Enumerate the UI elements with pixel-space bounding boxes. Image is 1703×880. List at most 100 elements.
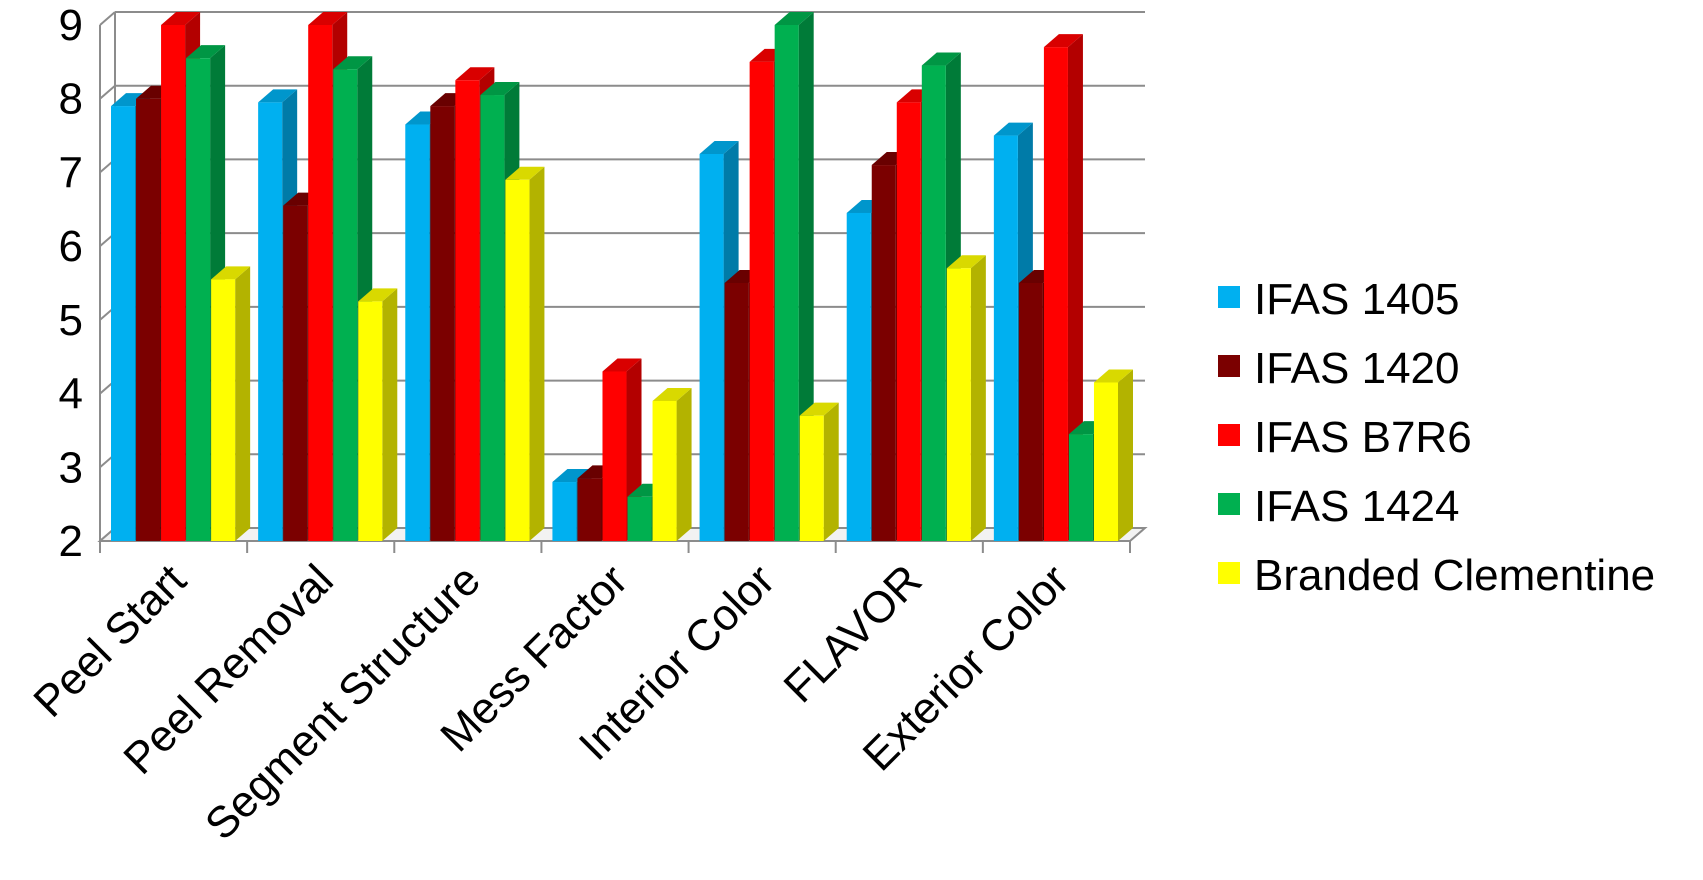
bar-top [505, 166, 545, 180]
bar-side [1067, 34, 1083, 541]
bar-side [676, 387, 692, 541]
bar-top [480, 82, 520, 96]
bar-top [993, 122, 1033, 136]
bar-front [136, 98, 161, 541]
bar-top [455, 67, 495, 81]
y-tick-label: 8 [59, 75, 83, 124]
bar-front [946, 268, 971, 541]
category-label: Segment Structure [196, 555, 490, 849]
bar-top [358, 288, 398, 302]
bar-front [258, 102, 283, 542]
bar-top [774, 12, 814, 25]
bar-top [258, 89, 298, 103]
gridline-side [99, 11, 116, 26]
bar-front [405, 124, 430, 541]
bars [111, 12, 1133, 542]
bar-front [896, 102, 921, 542]
bar-front [749, 61, 774, 541]
bar-top [211, 266, 251, 280]
bar-top [186, 45, 226, 59]
bar [211, 266, 251, 541]
y-tick-label: 4 [59, 370, 83, 419]
legend-label: IFAS B7R6 [1254, 413, 1472, 462]
bar-front [186, 58, 211, 542]
legend-label: Branded Clementine [1254, 551, 1655, 600]
legend-item: IFAS 1405 [1218, 275, 1459, 324]
legend-item: IFAS 1424 [1218, 482, 1459, 531]
bar-front [358, 301, 383, 541]
legend-label: IFAS 1424 [1254, 482, 1459, 531]
legend: IFAS 1405 IFAS 1420 IFAS B7R6 IFAS 1424 Bran… [1218, 275, 1655, 600]
bar-front [308, 25, 333, 541]
legend-item: IFAS 1420 [1218, 344, 1459, 393]
bar-front [871, 165, 896, 542]
bar-front [161, 25, 186, 541]
bar-side [382, 288, 398, 541]
bar-front [846, 212, 871, 541]
bar-side [970, 255, 986, 541]
bar-front [699, 154, 724, 541]
bar [799, 402, 839, 541]
bar-side [823, 402, 839, 541]
bar [333, 56, 373, 541]
bar-top [161, 12, 201, 25]
bar-top [333, 56, 373, 70]
y-tick-label: 5 [59, 296, 83, 345]
y-tick-label: 9 [59, 1, 83, 50]
legend-swatch [1218, 424, 1240, 446]
bar-top [699, 141, 739, 154]
bar [1043, 34, 1083, 541]
y-tick-label: 2 [59, 517, 83, 566]
bar-front [577, 478, 602, 541]
legend-swatch [1218, 355, 1240, 377]
bar-front [1018, 283, 1043, 541]
legend-swatch [1218, 286, 1240, 308]
bar-front [1093, 382, 1118, 541]
bar-front [774, 25, 799, 541]
bar [652, 387, 692, 541]
bar-front [799, 415, 824, 541]
bar [1093, 369, 1133, 541]
legend-swatch [1218, 562, 1240, 584]
bar-front [724, 283, 749, 541]
bar [358, 288, 398, 541]
bar-front [1068, 434, 1093, 541]
bar-side [235, 266, 251, 541]
bar-front [505, 179, 530, 542]
bar-top [946, 255, 986, 269]
gridline-side [99, 84, 116, 100]
bar-front [602, 371, 627, 541]
bar-top [602, 358, 642, 372]
bar-front [211, 279, 236, 541]
bar-front [455, 80, 480, 542]
legend-item: IFAS B7R6 [1218, 413, 1472, 462]
bar-front [552, 482, 577, 541]
bar-front [627, 496, 652, 541]
bar-front [1043, 47, 1068, 541]
legend-swatch [1218, 493, 1240, 515]
bar-top [552, 469, 592, 483]
bar-front [652, 400, 677, 541]
category-label: FLAVOR [775, 555, 932, 712]
bar-front [430, 106, 455, 541]
bar-side [1118, 369, 1133, 541]
legend-label: IFAS 1420 [1254, 344, 1459, 393]
bar-top [921, 52, 961, 66]
bar-top [1093, 369, 1133, 383]
bar [946, 255, 986, 541]
bar-front [921, 65, 946, 542]
legend-label: IFAS 1405 [1254, 275, 1459, 324]
y-tick-label: 6 [59, 222, 83, 271]
bar-front [480, 95, 505, 542]
bar [505, 166, 545, 542]
bar-top [652, 387, 692, 401]
y-tick-label: 7 [59, 148, 83, 197]
y-tick-labels: 2 3 4 5 6 7 8 9 [59, 1, 83, 566]
y-tick-label: 3 [59, 443, 83, 492]
bar-top [308, 12, 348, 25]
bar-front [993, 135, 1018, 542]
bar-front [283, 205, 308, 541]
